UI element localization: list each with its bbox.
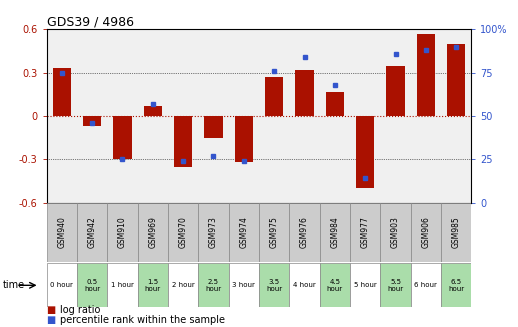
Bar [235, 116, 253, 162]
Bar [143, 106, 162, 116]
Text: 2 hour: 2 hour [172, 282, 195, 288]
Bar [77, 263, 107, 307]
Bar [326, 92, 344, 116]
Bar [205, 116, 223, 138]
Bar [380, 263, 411, 307]
Text: GSM969: GSM969 [148, 216, 157, 248]
Bar [320, 203, 350, 262]
Text: GSM975: GSM975 [270, 216, 279, 248]
Bar [168, 263, 198, 307]
Bar [259, 263, 290, 307]
Text: 5 hour: 5 hour [354, 282, 377, 288]
Text: log ratio: log ratio [60, 305, 100, 315]
Text: 0.5
hour: 0.5 hour [84, 279, 100, 292]
Bar [47, 203, 77, 262]
Bar [356, 116, 375, 188]
Bar [138, 203, 168, 262]
Text: GSM910: GSM910 [118, 216, 127, 248]
Text: GSM973: GSM973 [209, 216, 218, 248]
Text: 6 hour: 6 hour [414, 282, 437, 288]
Text: 4 hour: 4 hour [293, 282, 316, 288]
Bar [113, 116, 132, 159]
Bar [77, 203, 107, 262]
Bar [295, 70, 313, 116]
Text: 6.5
hour: 6.5 hour [448, 279, 464, 292]
Text: 3.5
hour: 3.5 hour [266, 279, 282, 292]
Text: GSM970: GSM970 [179, 216, 188, 248]
Text: GSM940: GSM940 [57, 216, 66, 248]
Bar [47, 263, 77, 307]
Bar [174, 116, 192, 167]
Bar [441, 203, 471, 262]
Text: GSM974: GSM974 [239, 216, 248, 248]
Bar [168, 203, 198, 262]
Bar [350, 203, 380, 262]
Text: ■: ■ [47, 316, 56, 325]
Bar [259, 203, 290, 262]
Text: GSM942: GSM942 [88, 216, 97, 248]
Bar [380, 203, 411, 262]
Bar [447, 44, 465, 116]
Bar [386, 65, 405, 116]
Text: 4.5
hour: 4.5 hour [327, 279, 343, 292]
Bar [107, 263, 138, 307]
Text: GSM906: GSM906 [421, 216, 430, 248]
Bar [290, 203, 320, 262]
Text: GSM985: GSM985 [452, 216, 461, 248]
Text: GSM903: GSM903 [391, 216, 400, 248]
Text: 1.5
hour: 1.5 hour [145, 279, 161, 292]
Text: GSM984: GSM984 [330, 216, 339, 248]
Bar [290, 263, 320, 307]
Bar [411, 203, 441, 262]
Bar [320, 263, 350, 307]
Bar [417, 34, 435, 116]
Bar [441, 263, 471, 307]
Bar [138, 263, 168, 307]
Bar [53, 68, 71, 116]
Text: 1 hour: 1 hour [111, 282, 134, 288]
Text: 0 hour: 0 hour [50, 282, 73, 288]
Bar [83, 116, 101, 126]
Text: percentile rank within the sample: percentile rank within the sample [60, 316, 225, 325]
Bar [228, 263, 259, 307]
Bar [198, 203, 228, 262]
Bar [411, 263, 441, 307]
Text: GDS39 / 4986: GDS39 / 4986 [47, 15, 134, 28]
Text: GSM977: GSM977 [361, 216, 370, 248]
Bar [265, 77, 283, 116]
Text: time: time [3, 280, 25, 290]
Bar [350, 263, 380, 307]
Text: 3 hour: 3 hour [233, 282, 255, 288]
Bar [107, 203, 138, 262]
Text: 2.5
hour: 2.5 hour [206, 279, 222, 292]
Text: GSM976: GSM976 [300, 216, 309, 248]
Text: 5.5
hour: 5.5 hour [387, 279, 404, 292]
Bar [228, 203, 259, 262]
Bar [198, 263, 228, 307]
Text: ■: ■ [47, 305, 56, 315]
